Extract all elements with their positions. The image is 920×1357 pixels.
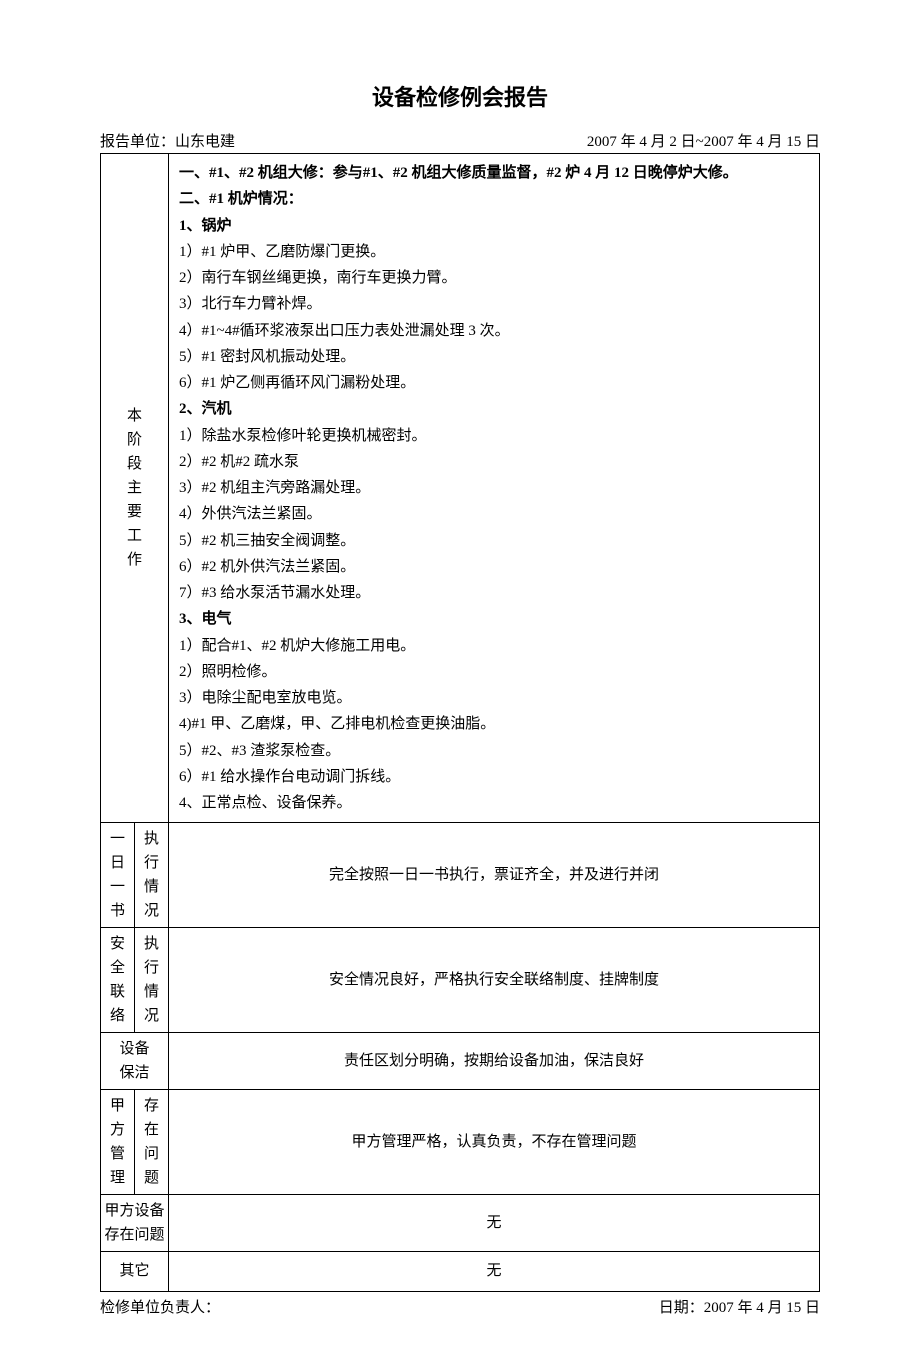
s2-5: 5）#2 机三抽安全阀调整。 [179,528,809,554]
r3-content: 责任区划分明确，按期给设备加油，保洁良好 [169,1033,820,1090]
report-table: 本阶段主要工作 一、#1、#2 机组大修：参与#1、#2 机组大修质量监督，#2… [100,153,820,1292]
header-line: 报告单位：山东电建 2007 年 4 月 2 日~2007 年 4 月 15 日 [100,130,820,151]
r2-col2: 执行情况 [135,928,169,1033]
r5-label: 甲方设备存在问题 [101,1195,169,1252]
r1-col2: 执行情况 [135,823,169,928]
s4: 4、正常点检、设备保养。 [179,790,809,816]
r5-content: 无 [169,1195,820,1252]
s2-7: 7）#3 给水泵活节漏水处理。 [179,580,809,606]
s3-2: 2）照明检修。 [179,659,809,685]
s1-5: 5）#1 密封风机振动处理。 [179,344,809,370]
r3-label: 设备保洁 [101,1033,169,1090]
r4-col1: 甲方管理 [101,1090,135,1195]
s3-1: 1）配合#1、#2 机炉大修施工用电。 [179,633,809,659]
s2-2: 2）#2 机#2 疏水泵 [179,449,809,475]
main-content: 一、#1、#2 机组大修：参与#1、#2 机组大修质量监督，#2 炉 4 月 1… [169,154,820,823]
r4-col2: 存在问题 [135,1090,169,1195]
date-range: 2007 年 4 月 2 日~2007 年 4 月 15 日 [587,130,820,151]
row-management: 甲方管理 存在问题 甲方管理严格，认真负责，不存在管理问题 [101,1090,820,1195]
s3-head: 3、电气 [179,606,809,632]
s1-1: 1）#1 炉甲、乙磨防爆门更换。 [179,239,809,265]
s2-4: 4）外供汽法兰紧固。 [179,501,809,527]
main-row-label-text: 本阶段主要工作 [103,404,166,572]
r1-content: 完全按照一日一书执行，票证齐全，并及进行并闭 [169,823,820,928]
s2-6: 6）#2 机外供汽法兰紧固。 [179,554,809,580]
r2-col1: 安全联络 [101,928,135,1033]
footer-right: 日期：2007 年 4 月 15 日 [659,1296,820,1317]
footer-line: 检修单位负责人： 日期：2007 年 4 月 15 日 [100,1296,820,1317]
doc-title: 设备检修例会报告 [100,80,820,112]
s1-6: 6）#1 炉乙侧再循环风门漏粉处理。 [179,370,809,396]
r2-content: 安全情况良好，严格执行安全联络制度、挂牌制度 [169,928,820,1033]
main-row: 本阶段主要工作 一、#1、#2 机组大修：参与#1、#2 机组大修质量监督，#2… [101,154,820,823]
unit-value: 山东电建 [175,134,235,150]
unit-label: 报告单位： [100,134,175,150]
s3-3: 3）电除尘配电室放电览。 [179,685,809,711]
s1-head: 1、锅炉 [179,213,809,239]
s2-head: 2、汽机 [179,396,809,422]
s1-3: 3）北行车力臂补焊。 [179,291,809,317]
row-cleaning: 设备保洁 责任区划分明确，按期给设备加油，保洁良好 [101,1033,820,1090]
row-daily-book: 一日一书 执行情况 完全按照一日一书执行，票证齐全，并及进行并闭 [101,823,820,928]
line1: 一、#1、#2 机组大修：参与#1、#2 机组大修质量监督，#2 炉 4 月 1… [179,160,809,186]
line2: 二、#1 机炉情况： [179,186,809,212]
r6-label: 其它 [101,1252,169,1291]
r4-content: 甲方管理严格，认真负责，不存在管理问题 [169,1090,820,1195]
r6-content: 无 [169,1252,820,1291]
s1-2: 2）南行车钢丝绳更换，南行车更换力臂。 [179,265,809,291]
s2-1: 1）除盐水泵检修叶轮更换机械密封。 [179,423,809,449]
s3-6: 6）#1 给水操作台电动调门拆线。 [179,764,809,790]
unit-info: 报告单位：山东电建 [100,130,235,151]
s2-3: 3）#2 机组主汽旁路漏处理。 [179,475,809,501]
s3-5: 5）#2、#3 渣浆泵检查。 [179,738,809,764]
s1-4: 4）#1~4#循环浆液泵出口压力表处泄漏处理 3 次。 [179,318,809,344]
row-safety: 安全联络 执行情况 安全情况良好，严格执行安全联络制度、挂牌制度 [101,928,820,1033]
r1-col1: 一日一书 [101,823,135,928]
main-row-label: 本阶段主要工作 [101,154,169,823]
s3-4: 4)#1 甲、乙磨煤，甲、乙排电机检查更换油脂。 [179,711,809,737]
row-equipment-issue: 甲方设备存在问题 无 [101,1195,820,1252]
row-other: 其它 无 [101,1252,820,1291]
footer-left: 检修单位负责人： [100,1296,220,1317]
